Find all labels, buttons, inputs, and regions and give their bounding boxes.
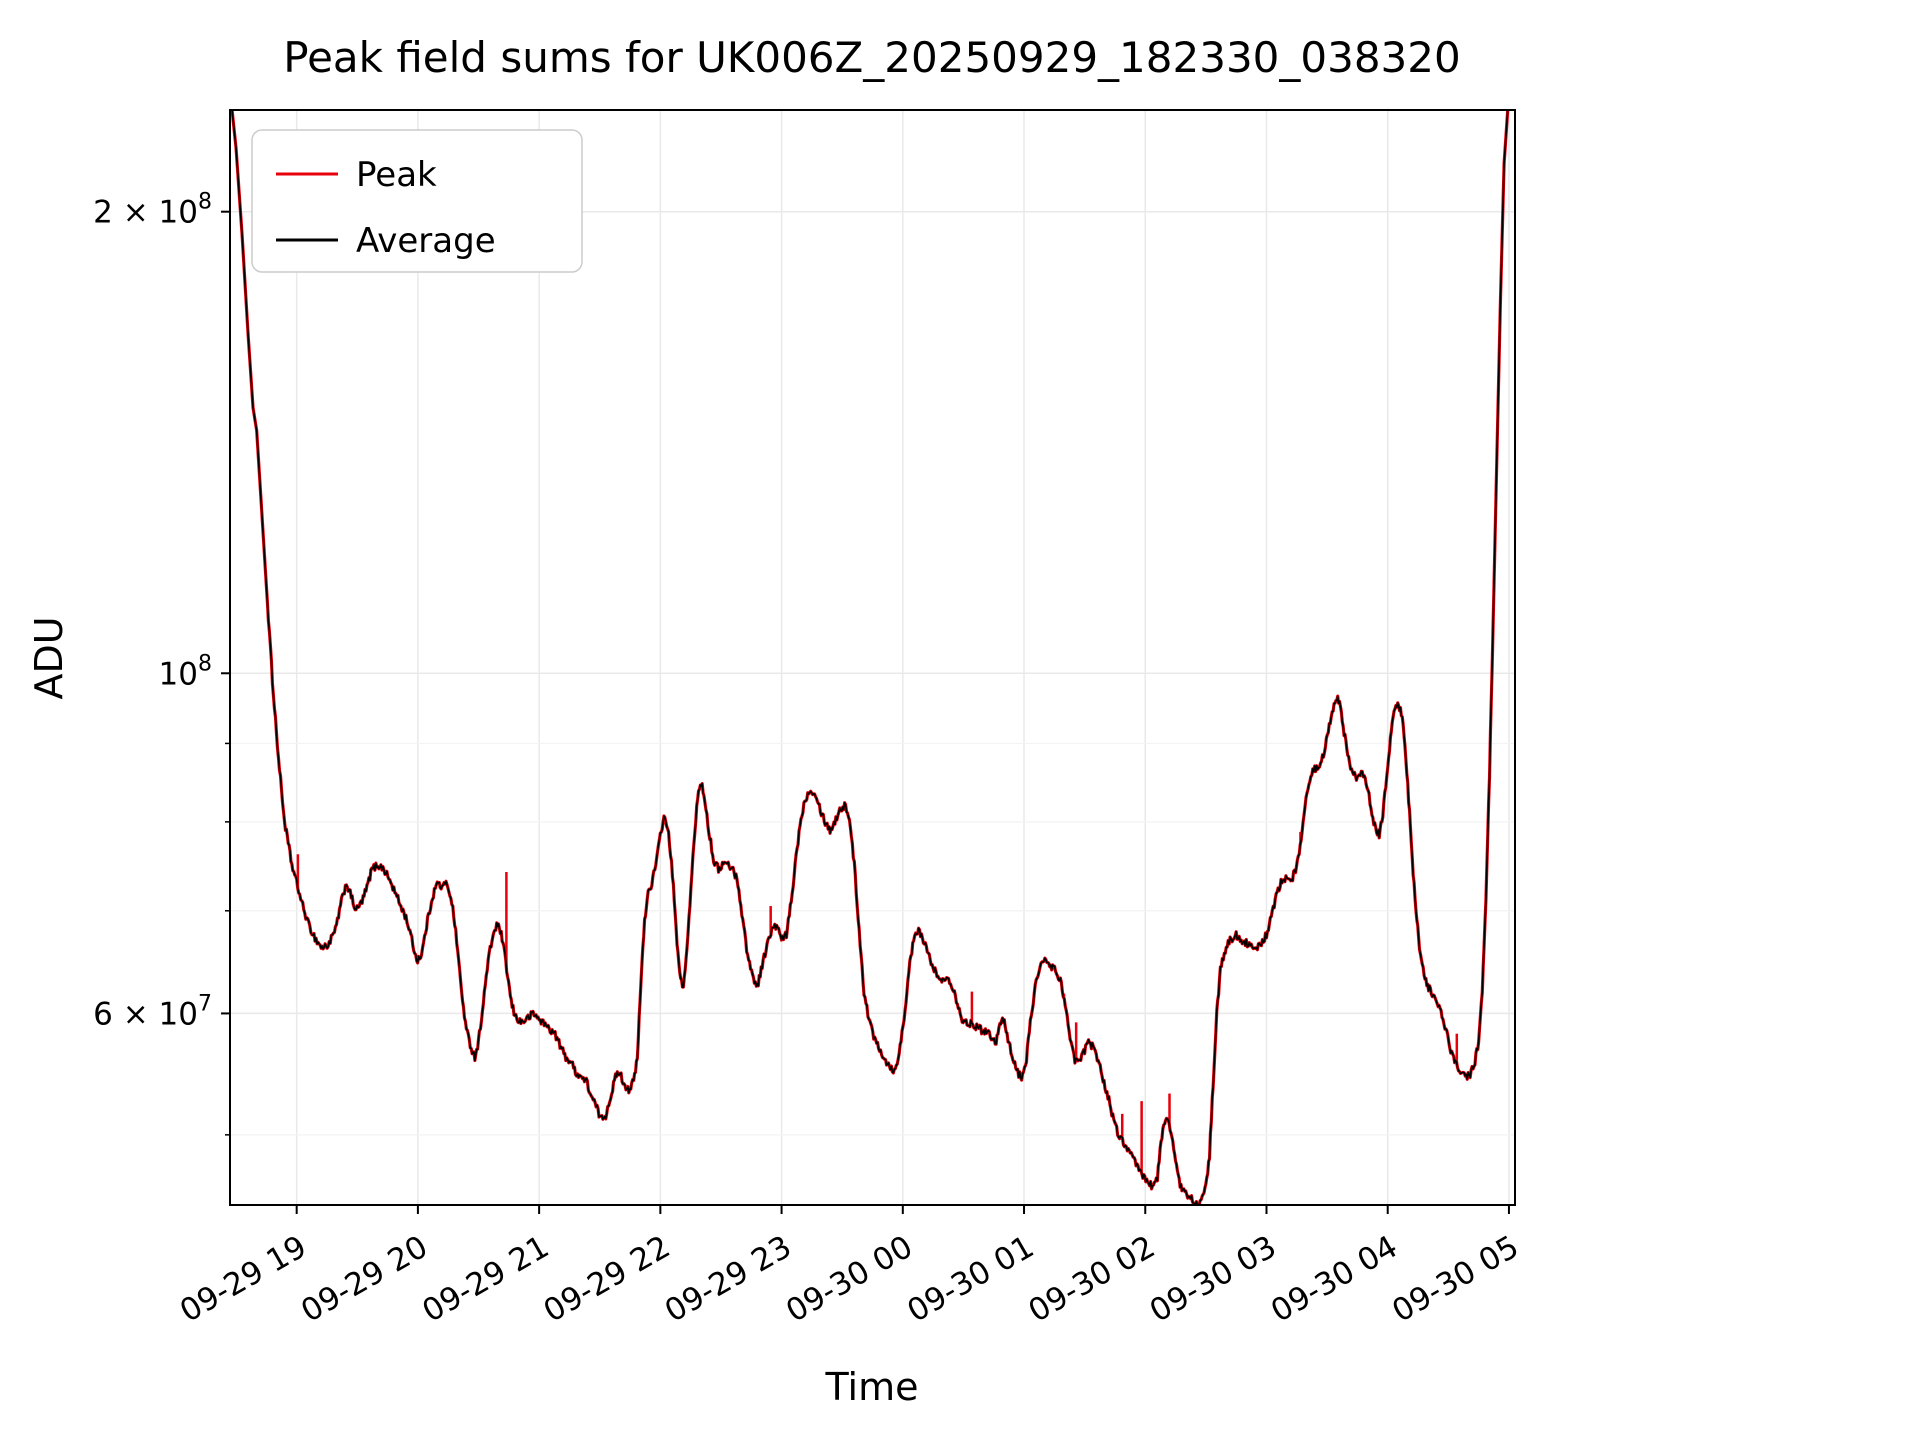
x-tick-label: 09-30 01 (901, 1229, 1040, 1330)
legend-frame (251, 129, 583, 273)
x-axis-label: Time (825, 1365, 919, 1409)
x-tick-label: 09-30 00 (780, 1229, 919, 1330)
legend: Peak Average (251, 129, 583, 273)
x-tick-label: 09-29 19 (174, 1229, 313, 1330)
x-tick-label: 09-29 20 (295, 1229, 434, 1330)
chart-title: Peak field sums for UK006Z_20250929_1823… (283, 33, 1460, 82)
x-tick-label: 09-29 21 (416, 1229, 555, 1330)
y-tick-label: 6 × 107 (93, 991, 212, 1032)
grid-lines (230, 110, 1515, 1205)
x-tick-label: 09-29 22 (538, 1229, 677, 1330)
x-tick-label: 09-30 04 (1265, 1229, 1404, 1330)
x-tick-label: 09-30 02 (1023, 1229, 1162, 1330)
y-axis-label: ADU (27, 616, 71, 699)
legend-label-average: Average (356, 221, 496, 261)
series-lines (230, 110, 1510, 1205)
x-tick-label: 09-29 23 (659, 1229, 798, 1330)
y-tick-label: 108 (159, 651, 212, 692)
plot-area-border (229, 109, 1516, 1206)
y-tick-label: 2 × 108 (93, 190, 212, 231)
x-tick-label: 09-30 03 (1144, 1229, 1283, 1330)
x-tick-label: 09-30 05 (1386, 1229, 1525, 1330)
legend-label-peak: Peak (356, 155, 437, 195)
average-line (231, 110, 1509, 1205)
